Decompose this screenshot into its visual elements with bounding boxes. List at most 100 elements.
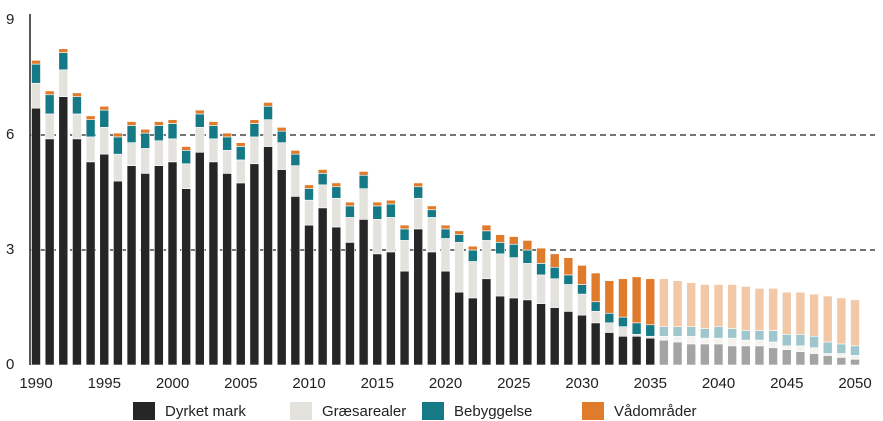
bar-segment: [167, 119, 178, 124]
bar-segment: [58, 48, 69, 53]
bar-segment: [126, 121, 137, 126]
bar-segment: [399, 228, 410, 241]
bar-segment: [304, 199, 314, 226]
bar-segment: [208, 125, 219, 140]
bar-segment: [686, 343, 697, 366]
bar-segment: [659, 339, 669, 366]
bar-segment: [290, 150, 301, 155]
bar-segment: [536, 263, 546, 276]
legend-swatch: [133, 402, 155, 420]
bar-segment: [549, 253, 560, 268]
legend-label: Dyrket mark: [165, 403, 246, 420]
bar-segment: [577, 284, 587, 295]
bar-segment: [399, 270, 410, 366]
x-tick-label: 1990: [19, 375, 52, 392]
bar-segment: [495, 234, 505, 243]
bar-segment: [263, 119, 273, 147]
bar-segment: [809, 353, 819, 366]
bar-segment: [481, 240, 492, 280]
bar-segment: [304, 188, 314, 201]
bar-segment: [563, 311, 574, 366]
bar-segment: [645, 324, 656, 337]
bar-segment: [317, 184, 328, 209]
bar-segment: [440, 238, 451, 272]
bar-segment: [427, 205, 437, 211]
bar-segment: [113, 180, 123, 366]
bar-segment: [467, 245, 478, 251]
bar-segment: [249, 136, 260, 165]
bar-segment: [181, 146, 191, 151]
bar-segment: [727, 345, 737, 366]
bar-segment: [208, 138, 219, 163]
bar-segment: [222, 136, 232, 151]
bar-segment: [768, 288, 778, 331]
bar-segment: [754, 330, 765, 341]
bar-segment: [809, 347, 819, 354]
bar-segment: [154, 125, 164, 142]
bar-segment: [522, 299, 533, 366]
bar-segment: [440, 224, 451, 230]
bar-segment: [577, 314, 587, 366]
bar-segment: [495, 295, 505, 366]
legend-label: Vådområder: [614, 403, 697, 420]
bar-segment: [536, 274, 546, 304]
bar-segment: [154, 121, 164, 126]
x-tick-label: 2050: [838, 375, 871, 392]
bar-segment: [331, 186, 342, 199]
bar-segment: [618, 326, 628, 337]
bar-segment: [290, 196, 301, 366]
bar-segment: [740, 330, 751, 341]
bar-segment: [194, 113, 205, 128]
bar-segment: [317, 207, 328, 366]
bar-segment: [358, 219, 369, 366]
bar-segment: [386, 251, 396, 366]
x-tick-label: 2040: [702, 375, 735, 392]
bar-segment: [99, 153, 110, 366]
bar-segment: [440, 270, 451, 366]
bar-segment: [140, 148, 151, 174]
bar-segment: [99, 127, 110, 155]
bar-segment: [427, 251, 437, 366]
bar-segment: [549, 307, 560, 366]
bar-segment: [249, 119, 260, 124]
bar-segment: [495, 242, 505, 255]
legend-swatch: [290, 402, 312, 420]
bar-segment: [563, 284, 574, 312]
bar-segment: [454, 242, 464, 293]
bar-segment: [235, 146, 246, 161]
bar-segment: [331, 226, 342, 366]
bar-segment: [686, 335, 697, 345]
x-tick-label: 2010: [292, 375, 325, 392]
bar-segment: [290, 153, 301, 166]
bar-segment: [686, 282, 697, 327]
bar-segment: [713, 284, 724, 327]
bar-segment: [167, 123, 178, 140]
bar-segment: [481, 278, 492, 366]
bar-segment: [508, 236, 519, 245]
bar-segment: [140, 128, 151, 134]
bar-segment: [822, 295, 833, 343]
bar-segment: [386, 199, 396, 205]
bar-segment: [836, 343, 847, 354]
bar-segment: [768, 347, 778, 366]
bar-segment: [454, 234, 464, 243]
bar-segment: [113, 153, 123, 182]
bar-segment: [590, 301, 601, 312]
bar-segment: [781, 334, 792, 347]
y-tick-label: 9: [6, 11, 14, 28]
bar-segment: [208, 121, 219, 126]
legend-label: Bebyggelse: [454, 403, 532, 420]
bar-segment: [304, 184, 314, 189]
bar-segment: [522, 240, 533, 251]
bar-segment: [263, 102, 273, 107]
bar-segment: [508, 243, 519, 258]
bar-segment: [740, 345, 751, 366]
x-tick-label: 2030: [565, 375, 598, 392]
bar-segment: [208, 161, 219, 366]
bar-segment: [536, 247, 546, 264]
x-tick-label: 2000: [156, 375, 189, 392]
bar-segment: [304, 224, 314, 366]
bar-segment: [276, 169, 287, 366]
bar-segment: [72, 92, 82, 97]
